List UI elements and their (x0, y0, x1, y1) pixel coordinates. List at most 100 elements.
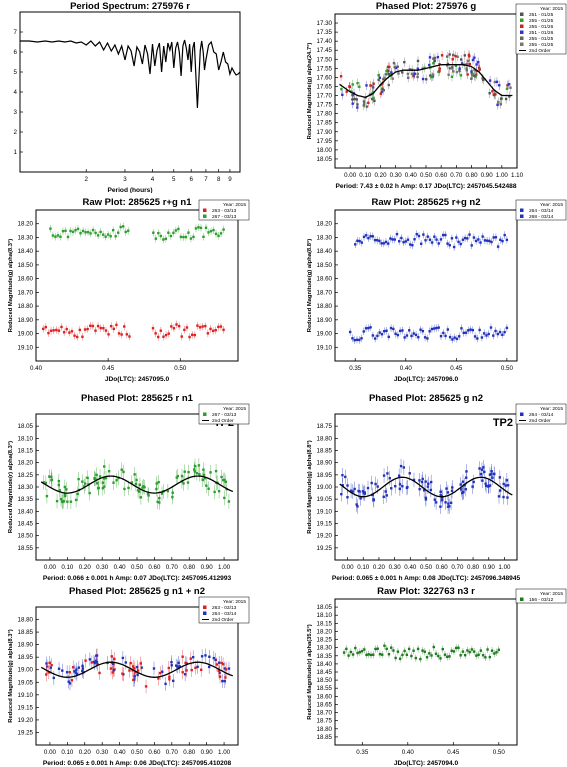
data-point (505, 326, 509, 330)
legend-marker (520, 214, 524, 218)
data-point (378, 76, 382, 80)
data-point (432, 57, 435, 60)
data-point (468, 55, 471, 58)
data-point (356, 239, 359, 242)
data-point (68, 671, 72, 674)
data-point (396, 650, 400, 653)
y-tick-label: 18.60 (317, 693, 333, 700)
data-point (182, 235, 185, 239)
data-point (389, 646, 393, 649)
data-point (464, 488, 467, 491)
data-point (172, 679, 175, 683)
data-point (373, 337, 377, 340)
x-tick-label: 0.60 (436, 564, 449, 571)
y-tick-label: 17.60 (317, 74, 333, 81)
data-point (444, 501, 447, 504)
data-point (199, 226, 203, 230)
data-point (209, 471, 212, 474)
data-point (458, 67, 461, 70)
x-tick-label: 1.00 (218, 564, 231, 571)
data-point (369, 326, 372, 329)
data-point (479, 472, 483, 476)
data-point (397, 474, 401, 477)
data-point (92, 660, 96, 664)
data-point (452, 53, 455, 57)
x-tick-label: 2 (85, 176, 89, 183)
data-point (465, 67, 468, 70)
data-point (83, 482, 87, 485)
y-tick-label: 18.20 (18, 221, 34, 228)
x-tick-label: 0.50 (501, 365, 514, 372)
data-point (94, 231, 97, 235)
chart-title: Phased Plot: 275976 g (376, 1, 477, 12)
data-point (74, 229, 77, 232)
y-tick-label: 18.30 (317, 645, 333, 652)
legend-entry: 268 - 03/14 (529, 214, 554, 220)
data-point (382, 474, 386, 477)
y-tick-label: 18.25 (317, 637, 333, 644)
y-tick-label: 4 (14, 89, 18, 96)
data-point (188, 335, 191, 339)
x-tick-label: 0.10 (61, 749, 74, 756)
data-point (355, 98, 358, 101)
data-point (506, 84, 509, 87)
x-tick-label: 0.10 (357, 564, 370, 571)
data-point (208, 655, 211, 658)
data-point (200, 668, 203, 671)
data-point (496, 103, 499, 106)
data-point (49, 227, 52, 230)
data-point (162, 335, 165, 338)
data-point (356, 103, 359, 106)
data-point (414, 656, 418, 660)
data-point (155, 487, 158, 491)
data-point (48, 661, 51, 665)
data-point (161, 670, 164, 673)
data-point (354, 243, 357, 246)
data-point (214, 232, 218, 236)
data-point (101, 481, 105, 484)
plot-frame (19, 11, 241, 173)
data-point (340, 87, 343, 91)
data-point (195, 471, 199, 475)
data-point (493, 80, 497, 84)
data-point (59, 497, 63, 501)
data-point (362, 100, 366, 103)
data-point (144, 685, 148, 688)
data-point (473, 56, 476, 59)
data-point (390, 487, 393, 490)
y-tick-label: 18.25 (18, 472, 34, 479)
legend-title: Year: 2015 (540, 6, 563, 12)
data-point (75, 672, 79, 676)
data-point (99, 230, 102, 234)
data-point (42, 481, 45, 484)
y-tick-label: 18.60 (317, 276, 333, 283)
data-point (444, 334, 447, 338)
data-point (128, 335, 131, 338)
data-point (403, 649, 406, 653)
data-point (363, 648, 366, 651)
data-point (356, 505, 359, 508)
data-point (50, 478, 54, 481)
data-point (217, 661, 221, 664)
data-point (175, 323, 178, 326)
data-point (446, 505, 450, 508)
data-point (89, 324, 92, 327)
y-tick-label: 18.70 (317, 289, 333, 296)
data-point (86, 327, 89, 331)
data-point (466, 237, 469, 240)
data-point (481, 479, 484, 482)
data-point (386, 472, 389, 475)
y-tick-label: 17.80 (317, 111, 333, 118)
legend-box (198, 596, 250, 624)
data-point (393, 238, 396, 241)
data-point (382, 495, 385, 499)
data-point (131, 665, 135, 668)
data-point (383, 76, 386, 80)
data-point (62, 500, 65, 503)
x-tick-label: 0.50 (420, 172, 433, 179)
x-tick-label: 0.35 (356, 749, 369, 756)
data-point (380, 333, 384, 336)
data-point (491, 476, 494, 479)
data-point (349, 90, 353, 93)
